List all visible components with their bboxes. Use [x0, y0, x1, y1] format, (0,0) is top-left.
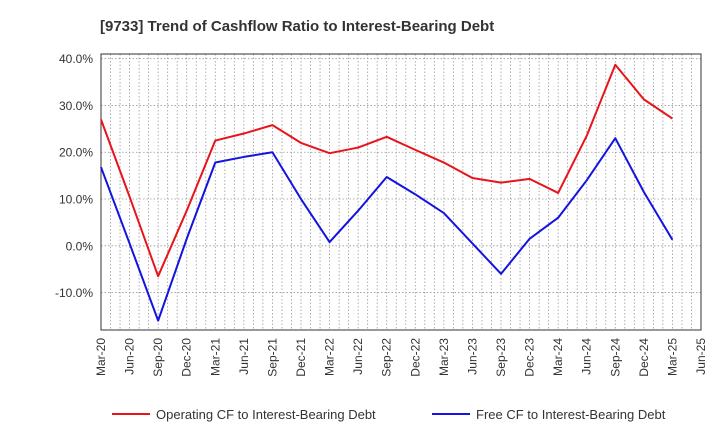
x-tick-label: Dec-22: [408, 338, 422, 377]
x-tick-label: Mar-25: [665, 338, 679, 376]
chart-title: [9733] Trend of Cashflow Ratio to Intere…: [100, 18, 494, 35]
x-tick-label: Mar-20: [94, 338, 108, 376]
x-tick-label: Dec-21: [294, 338, 308, 377]
y-tick-label: 10.0%: [59, 193, 93, 207]
grid-lines: [101, 54, 701, 330]
legend: Operating CF to Interest-Bearing Debt Fre…: [112, 407, 666, 422]
x-tick-label: Jun-22: [351, 338, 365, 375]
series-line: [100, 137, 674, 322]
x-tick-label: Sep-24: [608, 338, 622, 377]
x-tick-label: Sep-22: [380, 338, 394, 377]
axes: 40.0% 30.0% 20.0% 10.0% 0.0% -10.0% Mar-20 Jun-…: [55, 52, 708, 377]
x-tick-label: Jun-25: [694, 338, 708, 375]
x-tick-label: Sep-21: [265, 338, 279, 377]
x-tick-label: Mar-23: [437, 338, 451, 376]
x-tick-label: Mar-24: [551, 338, 565, 376]
legend-label: Free CF to Interest-Bearing Debt: [476, 407, 666, 422]
y-tick-label: -10.0%: [55, 286, 93, 300]
x-tick-label: Sep-20: [151, 338, 165, 377]
y-tick-label: 30.0%: [59, 99, 93, 113]
x-tick-label: Dec-23: [523, 338, 537, 377]
series-lines: [100, 63, 674, 322]
plot-area-border: [100, 53, 702, 331]
x-tick-label: Sep-23: [494, 338, 508, 377]
x-tick-label: Jun-23: [465, 338, 479, 375]
y-tick-label: 20.0%: [59, 146, 93, 160]
series-line: [100, 63, 673, 278]
legend-label: Operating CF to Interest-Bearing Debt: [156, 407, 376, 422]
x-tick-label: Mar-22: [323, 338, 337, 376]
x-tick-label: Dec-20: [180, 338, 194, 377]
x-tick-label: Dec-24: [637, 338, 651, 377]
x-tick-label: Jun-24: [580, 338, 594, 375]
y-tick-label: 0.0%: [66, 239, 94, 253]
x-tick-label: Mar-21: [208, 338, 222, 376]
x-tick-label: Jun-21: [237, 338, 251, 375]
y-tick-label: 40.0%: [59, 52, 93, 66]
x-tick-label: Jun-20: [123, 338, 137, 375]
